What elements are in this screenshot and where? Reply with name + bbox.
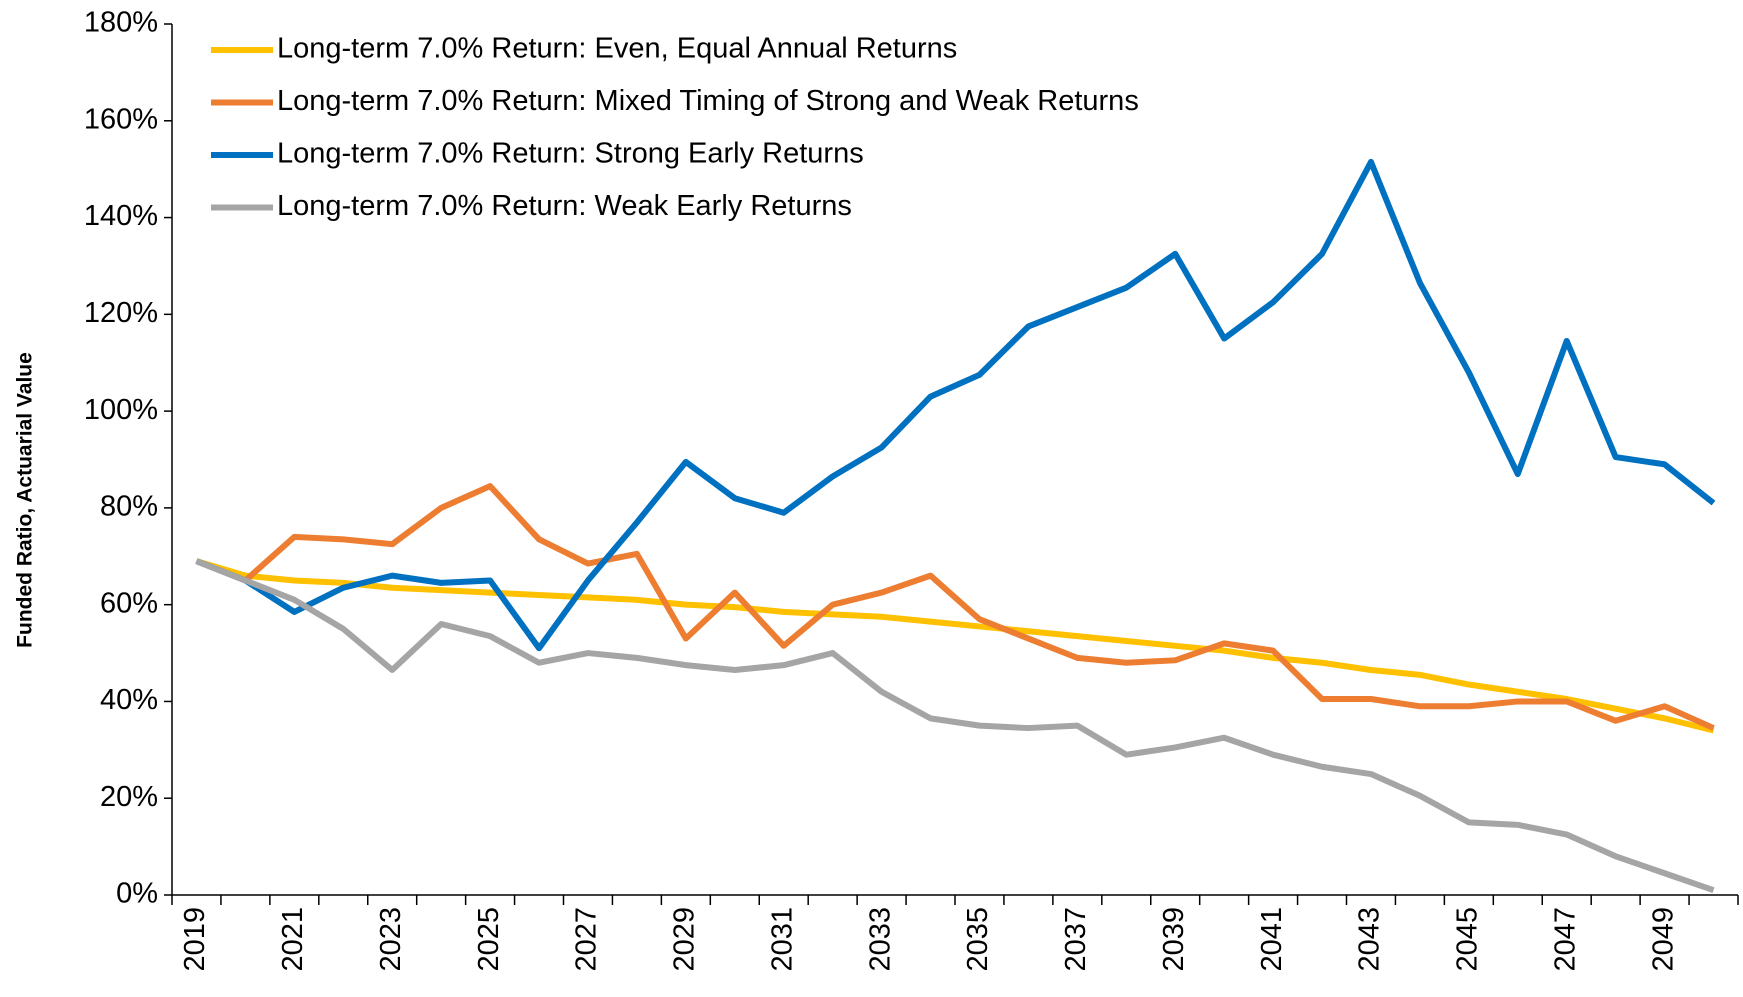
y-tick-label: 80%	[100, 491, 158, 523]
x-tick-label: 2037	[1060, 907, 1092, 972]
y-tick-label: 180%	[84, 7, 158, 39]
legend-label: Long-term 7.0% Return: Mixed Timing of S…	[277, 85, 1139, 117]
x-tick-label: 2047	[1549, 907, 1581, 972]
y-tick-label: 100%	[84, 394, 158, 426]
y-axis-label: Funded Ratio, Actuarial Value	[14, 352, 37, 648]
y-tick-label: 160%	[84, 103, 158, 135]
legend-label: Long-term 7.0% Return: Even, Equal Annua…	[277, 33, 957, 65]
series-line	[195, 558, 1715, 734]
x-tick-label: 2039	[1158, 907, 1190, 972]
y-tick-label: 140%	[84, 200, 158, 232]
x-tick-label: 2045	[1452, 907, 1484, 972]
y-tick-label: 0%	[116, 878, 158, 910]
x-tick-label: 2035	[962, 907, 994, 972]
x-tick-label: 2049	[1647, 907, 1679, 972]
legend-label: Long-term 7.0% Return: Strong Early Retu…	[277, 138, 864, 170]
y-tick-label: 120%	[84, 297, 158, 329]
x-tick-label: 2041	[1256, 907, 1288, 972]
x-tick-label: 2021	[277, 907, 309, 972]
x-tick-label: 2031	[766, 907, 798, 972]
series-line	[195, 158, 1716, 652]
series-line	[195, 483, 1715, 731]
y-tick-label: 20%	[100, 781, 158, 813]
x-tick-label: 2033	[864, 907, 896, 972]
series-line	[195, 558, 1715, 893]
legend-label: Long-term 7.0% Return: Weak Early Return…	[277, 190, 852, 222]
y-tick-label: 60%	[100, 587, 158, 619]
x-tick-label: 2019	[179, 907, 211, 972]
x-tick-label: 2023	[375, 907, 407, 972]
x-tick-label: 2025	[473, 907, 505, 972]
x-tick-label: 2029	[669, 907, 701, 972]
y-tick-label: 40%	[100, 684, 158, 716]
x-tick-label: 2043	[1354, 907, 1386, 972]
x-tick-label: 2027	[571, 907, 603, 972]
